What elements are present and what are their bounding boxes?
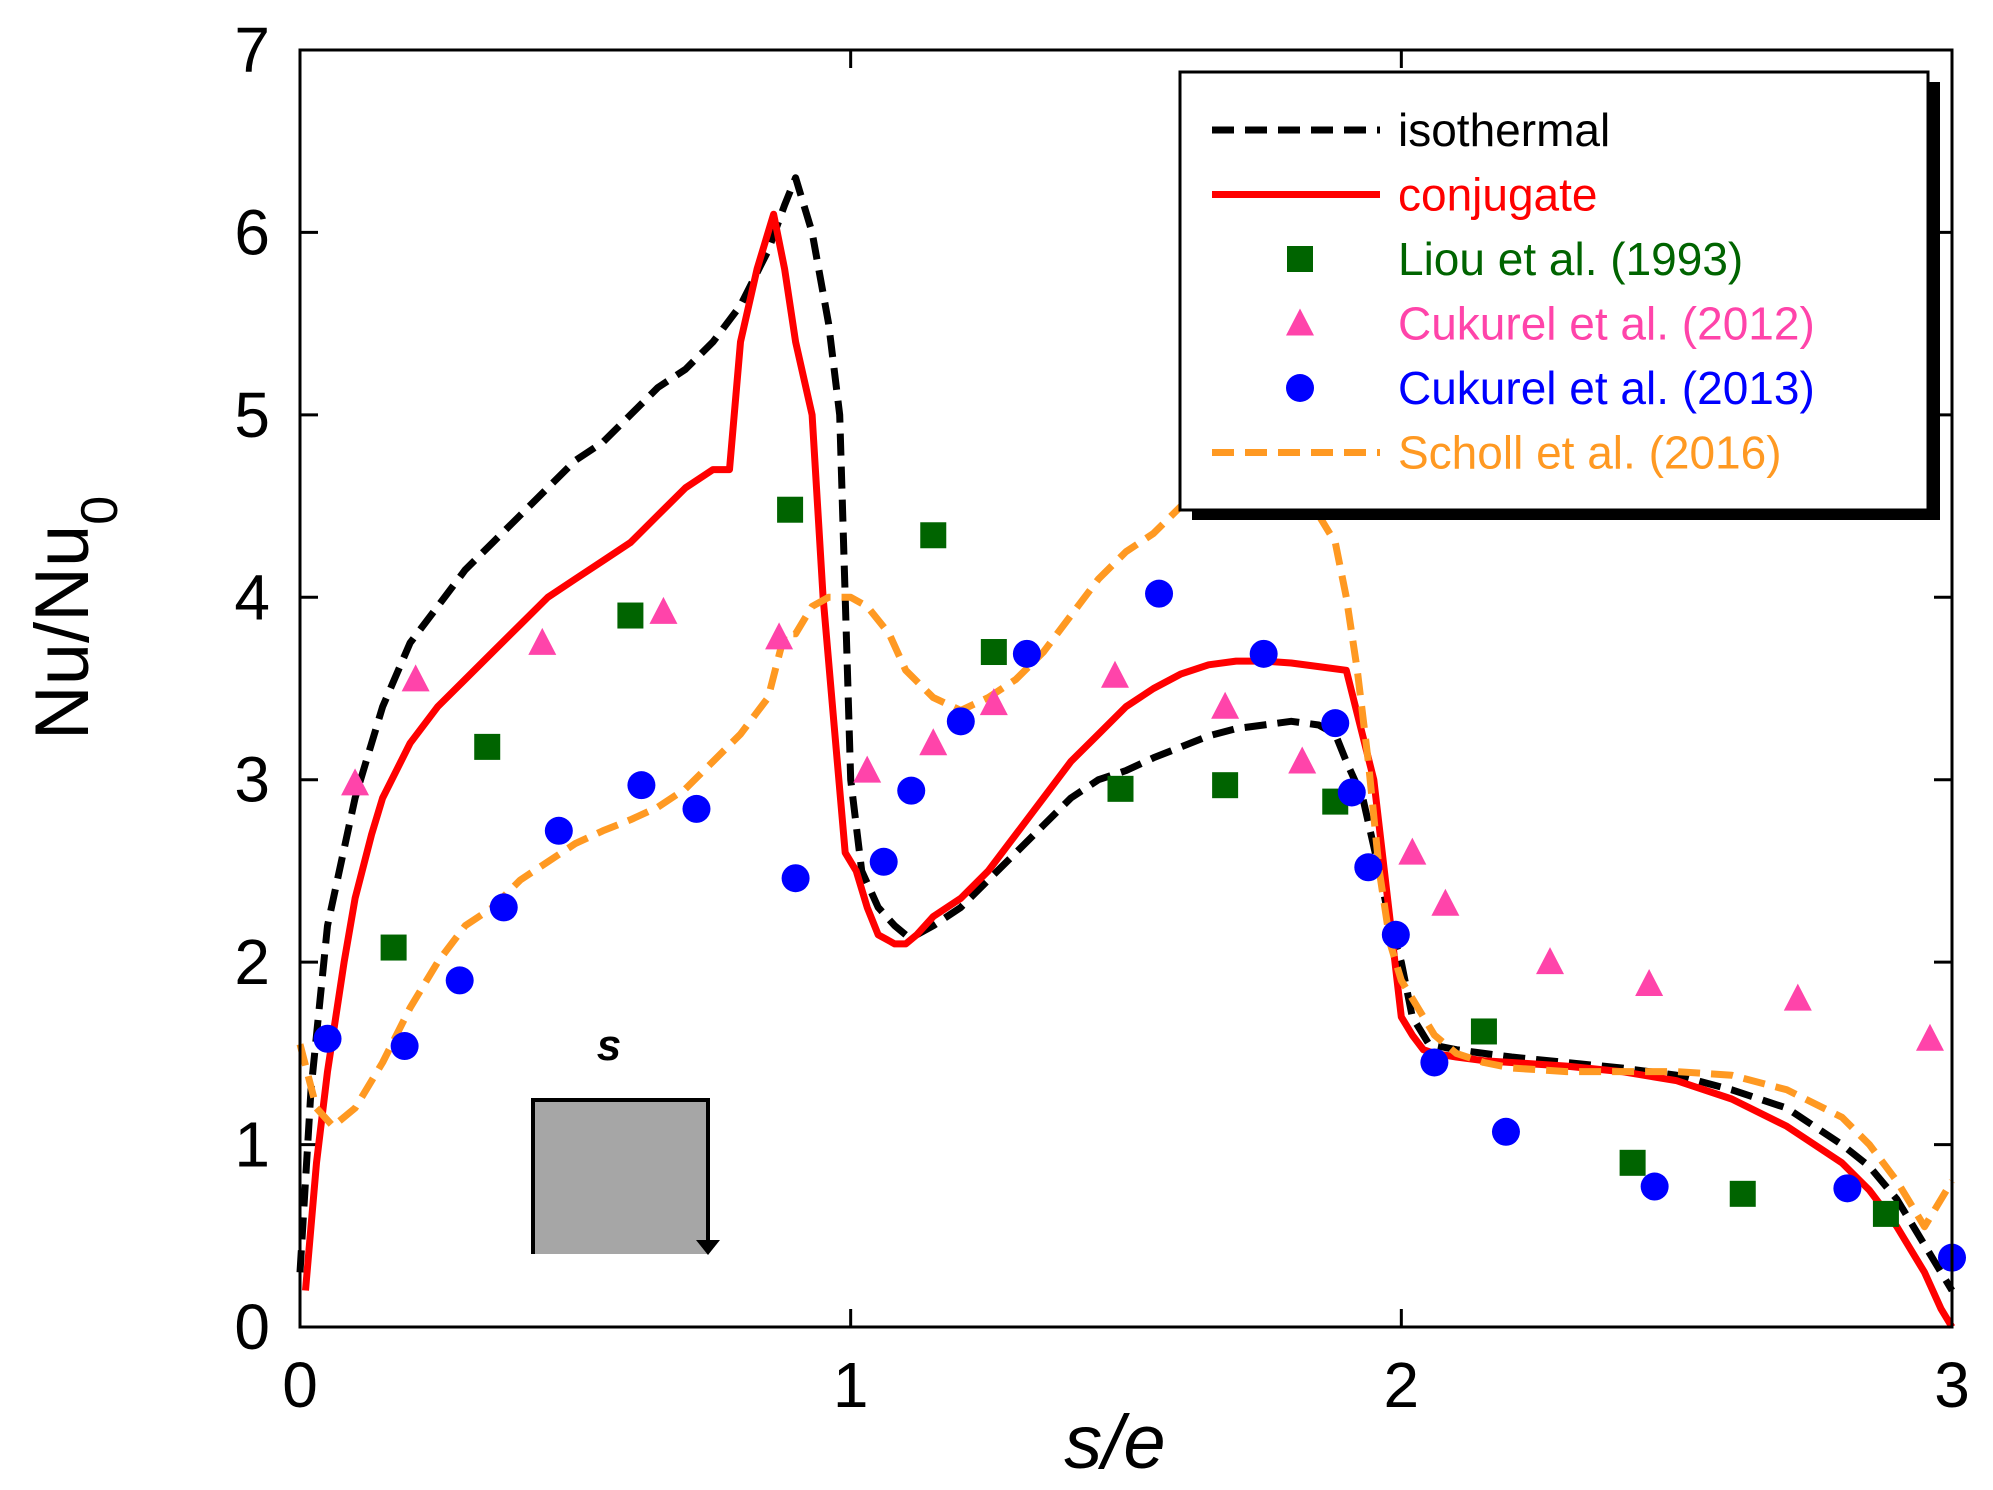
point-cukurel-et-al-2013 [781,864,810,893]
point-liou-et-al-1993 [1107,775,1134,802]
point-cukurel-et-al-2013 [390,1032,419,1061]
y-tick-label: 3 [234,744,270,816]
y-axis-title: Nu/Nu0 [20,496,129,740]
point-cukurel-et-al-2012 [1783,983,1812,1011]
legend-swatch-cukurel-et-al-2013 [1286,374,1314,402]
point-cukurel-et-al-2012 [341,768,370,796]
x-tick-label: 0 [282,1349,318,1421]
point-cukurel-et-al-2012 [1398,837,1427,865]
point-cukurel-et-al-2012 [649,596,678,624]
legend-label-isothermal: isothermal [1398,104,1610,156]
series-line-conjugate [302,210,1955,1329]
point-cukurel-et-al-2013 [1321,709,1350,738]
point-cukurel-et-al-2013 [1640,1172,1669,1201]
y-tick-label: 6 [234,196,270,268]
point-cukurel-et-al-2013 [489,893,518,922]
x-tick-label: 1 [833,1349,869,1421]
point-cukurel-et-al-2012 [1211,691,1240,719]
point-cukurel-et-al-2012 [401,664,430,692]
point-cukurel-et-al-2013 [627,771,656,800]
y-tick-label: 1 [234,1109,270,1181]
legend-box [1178,70,1930,512]
point-liou-et-al-1993 [920,522,947,549]
point-cukurel-et-al-2012 [1536,947,1565,975]
point-cukurel-et-al-2013 [313,1024,342,1053]
x-axis-title: s/e [1064,1400,1165,1485]
legend-label-liou-et-al-1993: Liou et al. (1993) [1398,233,1743,285]
tick-labels: 0 1 2 3 4 5 6 7 0 1 2 3 [234,14,1969,1421]
legend-swatch-cukurel-et-al-2012 [1286,308,1314,336]
point-cukurel-et-al-2012 [1635,969,1664,997]
point-liou-et-al-1993 [474,733,501,760]
point-cukurel-et-al-2012 [765,622,794,650]
point-liou-et-al-1993 [980,639,1007,666]
point-cukurel-et-al-2013 [544,816,573,845]
point-cukurel-et-al-2013 [946,707,975,736]
point-liou-et-al-1993 [1470,1018,1497,1045]
point-liou-et-al-1993 [380,934,407,961]
inset-label: s [597,1021,621,1070]
legend-label-cukurel-et-al-2013: Cukurel et al. (2013) [1398,362,1815,414]
point-cukurel-et-al-2013 [1833,1174,1862,1203]
legend-label-cukurel-et-al-2012: Cukurel et al. (2012) [1398,298,1815,350]
point-cukurel-et-al-2012 [1288,746,1317,774]
point-cukurel-et-al-2012 [1915,1023,1944,1051]
point-cukurel-et-al-2013 [1012,639,1041,668]
point-cukurel-et-al-2012 [1100,660,1129,688]
legend: isothermal conjugate Liou et al. (1993) Cuk… [1178,70,1940,520]
point-cukurel-et-al-2013 [869,847,898,876]
y-tick-label: 0 [234,1291,270,1363]
y-tick-label: 2 [234,926,270,998]
point-liou-et-al-1993 [777,496,804,523]
legend-swatch-liou-et-al-1993 [1287,246,1313,272]
point-cukurel-et-al-2013 [1337,778,1366,807]
point-cukurel-et-al-2012 [979,688,1008,716]
point-cukurel-et-al-2013 [1145,579,1174,608]
legend-label-scholl-et-al-2016: Scholl et al. (2016) [1398,427,1782,479]
point-liou-et-al-1993 [1619,1149,1646,1176]
point-cukurel-et-al-2013 [682,794,711,823]
point-liou-et-al-1993 [617,602,644,629]
inset-arrow-path [531,1098,710,1254]
inset-block [533,1100,708,1254]
point-liou-et-al-1993 [1212,772,1239,799]
point-cukurel-et-al-2013 [1249,639,1278,668]
point-cukurel-et-al-2012 [1431,888,1460,916]
y-tick-label: 5 [234,379,270,451]
series-line-scholl-et-al-2016 [296,480,1955,1231]
point-cukurel-et-al-2013 [445,966,474,995]
y-tick-label: 7 [234,14,270,86]
point-cukurel-et-al-2012 [919,728,948,756]
x-tick-label: 2 [1384,1349,1420,1421]
point-cukurel-et-al-2013 [1491,1117,1520,1146]
point-cukurel-et-al-2012 [853,755,882,783]
legend-label-conjugate: conjugate [1398,169,1598,221]
point-cukurel-et-al-2013 [1420,1048,1449,1077]
y-tick-label: 4 [234,561,270,633]
inset-arrowhead [696,1240,720,1255]
point-cukurel-et-al-2013 [1354,853,1383,882]
point-cukurel-et-al-2012 [528,627,557,655]
point-liou-et-al-1993 [1729,1180,1756,1207]
plot-frame [298,48,1954,1329]
series-line-isothermal [296,174,1955,1293]
point-liou-et-al-1993 [1872,1200,1899,1227]
inset-diagram: s [531,1021,720,1255]
point-cukurel-et-al-2013 [897,776,926,805]
x-tick-label: 3 [1934,1349,1970,1421]
point-cukurel-et-al-2013 [1381,920,1410,949]
